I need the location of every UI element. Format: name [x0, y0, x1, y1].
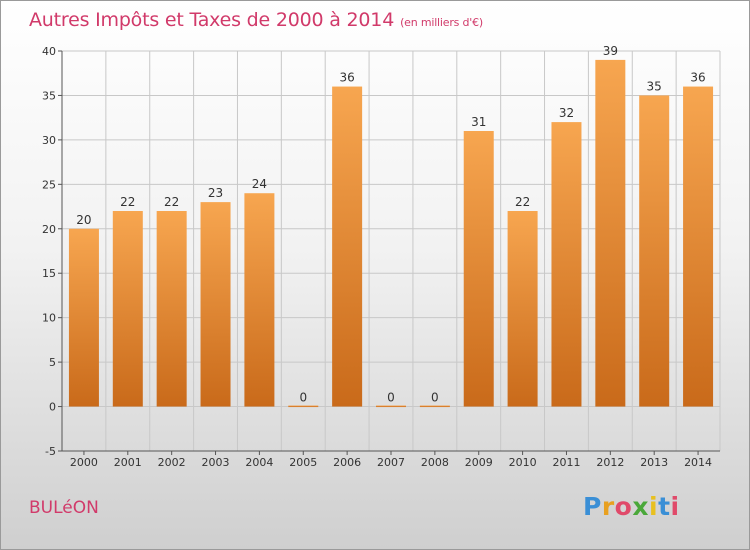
x-tick-label-2009: 2009: [465, 456, 493, 469]
x-tick-label-2008: 2008: [421, 456, 449, 469]
bar-2012: [595, 59, 626, 407]
y-tick-label: 5: [49, 356, 56, 369]
y-tick-label: 30: [42, 134, 56, 147]
x-tick-label-2005: 2005: [289, 456, 317, 469]
bar-2000: [68, 228, 99, 407]
bar-2013: [639, 95, 670, 407]
bar-2006: [332, 86, 363, 407]
value-label-2009: 31: [471, 115, 486, 129]
x-tick-label-2000: 2000: [70, 456, 98, 469]
x-tick-label-2003: 2003: [202, 456, 230, 469]
x-tick-label-2011: 2011: [552, 456, 580, 469]
value-label-2000: 20: [76, 213, 91, 227]
value-label-2005: 0: [299, 391, 307, 405]
bar-2005: [288, 405, 319, 408]
value-label-2014: 36: [690, 71, 705, 85]
value-label-2008: 0: [431, 391, 439, 405]
x-tick-label-2002: 2002: [158, 456, 186, 469]
value-label-2012: 39: [603, 44, 618, 58]
bar-2008: [419, 405, 450, 408]
x-tick-label-2004: 2004: [245, 456, 273, 469]
bar-2014: [683, 86, 714, 407]
bar-2009: [463, 131, 494, 407]
value-label-2004: 24: [252, 177, 267, 191]
bar-2004: [244, 193, 275, 407]
value-label-2006: 36: [339, 71, 354, 85]
value-label-2001: 22: [120, 195, 135, 209]
bar-2011: [551, 122, 582, 407]
chart-title: Autres Impôts et Taxes de 2000 à 2014: [29, 9, 395, 31]
y-tick-label: 35: [42, 89, 56, 102]
x-tick-label-2007: 2007: [377, 456, 405, 469]
x-tick-label-2012: 2012: [596, 456, 624, 469]
bar-2002: [156, 211, 187, 407]
bar-2003: [200, 202, 231, 407]
x-tick-label-2014: 2014: [684, 456, 712, 469]
x-tick-label-2006: 2006: [333, 456, 361, 469]
bar-2010: [507, 211, 538, 407]
bar-2001: [112, 211, 143, 407]
value-label-2010: 22: [515, 195, 530, 209]
y-tick-label: 20: [42, 223, 56, 236]
y-tick-label: 0: [49, 401, 56, 414]
y-tick-label: 25: [42, 178, 56, 191]
value-label-2003: 23: [208, 186, 223, 200]
proxiti-logo: Proxiti: [583, 492, 680, 521]
x-tick-label-2001: 2001: [114, 456, 142, 469]
value-label-2007: 0: [387, 391, 395, 405]
value-label-2013: 35: [647, 79, 662, 93]
y-tick-label: 15: [42, 267, 56, 280]
x-tick-label-2010: 2010: [509, 456, 537, 469]
y-tick-label: 40: [42, 45, 56, 58]
value-label-2002: 22: [164, 195, 179, 209]
bar-2007: [376, 405, 406, 408]
chart-title-line: Autres Impôts et Taxes de 2000 à 2014 (en…: [29, 9, 483, 31]
x-tick-label-2013: 2013: [640, 456, 668, 469]
town-name: BULéON: [29, 498, 99, 518]
y-tick-label: -5: [45, 445, 56, 458]
value-label-2011: 32: [559, 106, 574, 120]
chart-subtitle: (en milliers d'€): [400, 16, 483, 29]
y-tick-label: 10: [42, 312, 56, 325]
